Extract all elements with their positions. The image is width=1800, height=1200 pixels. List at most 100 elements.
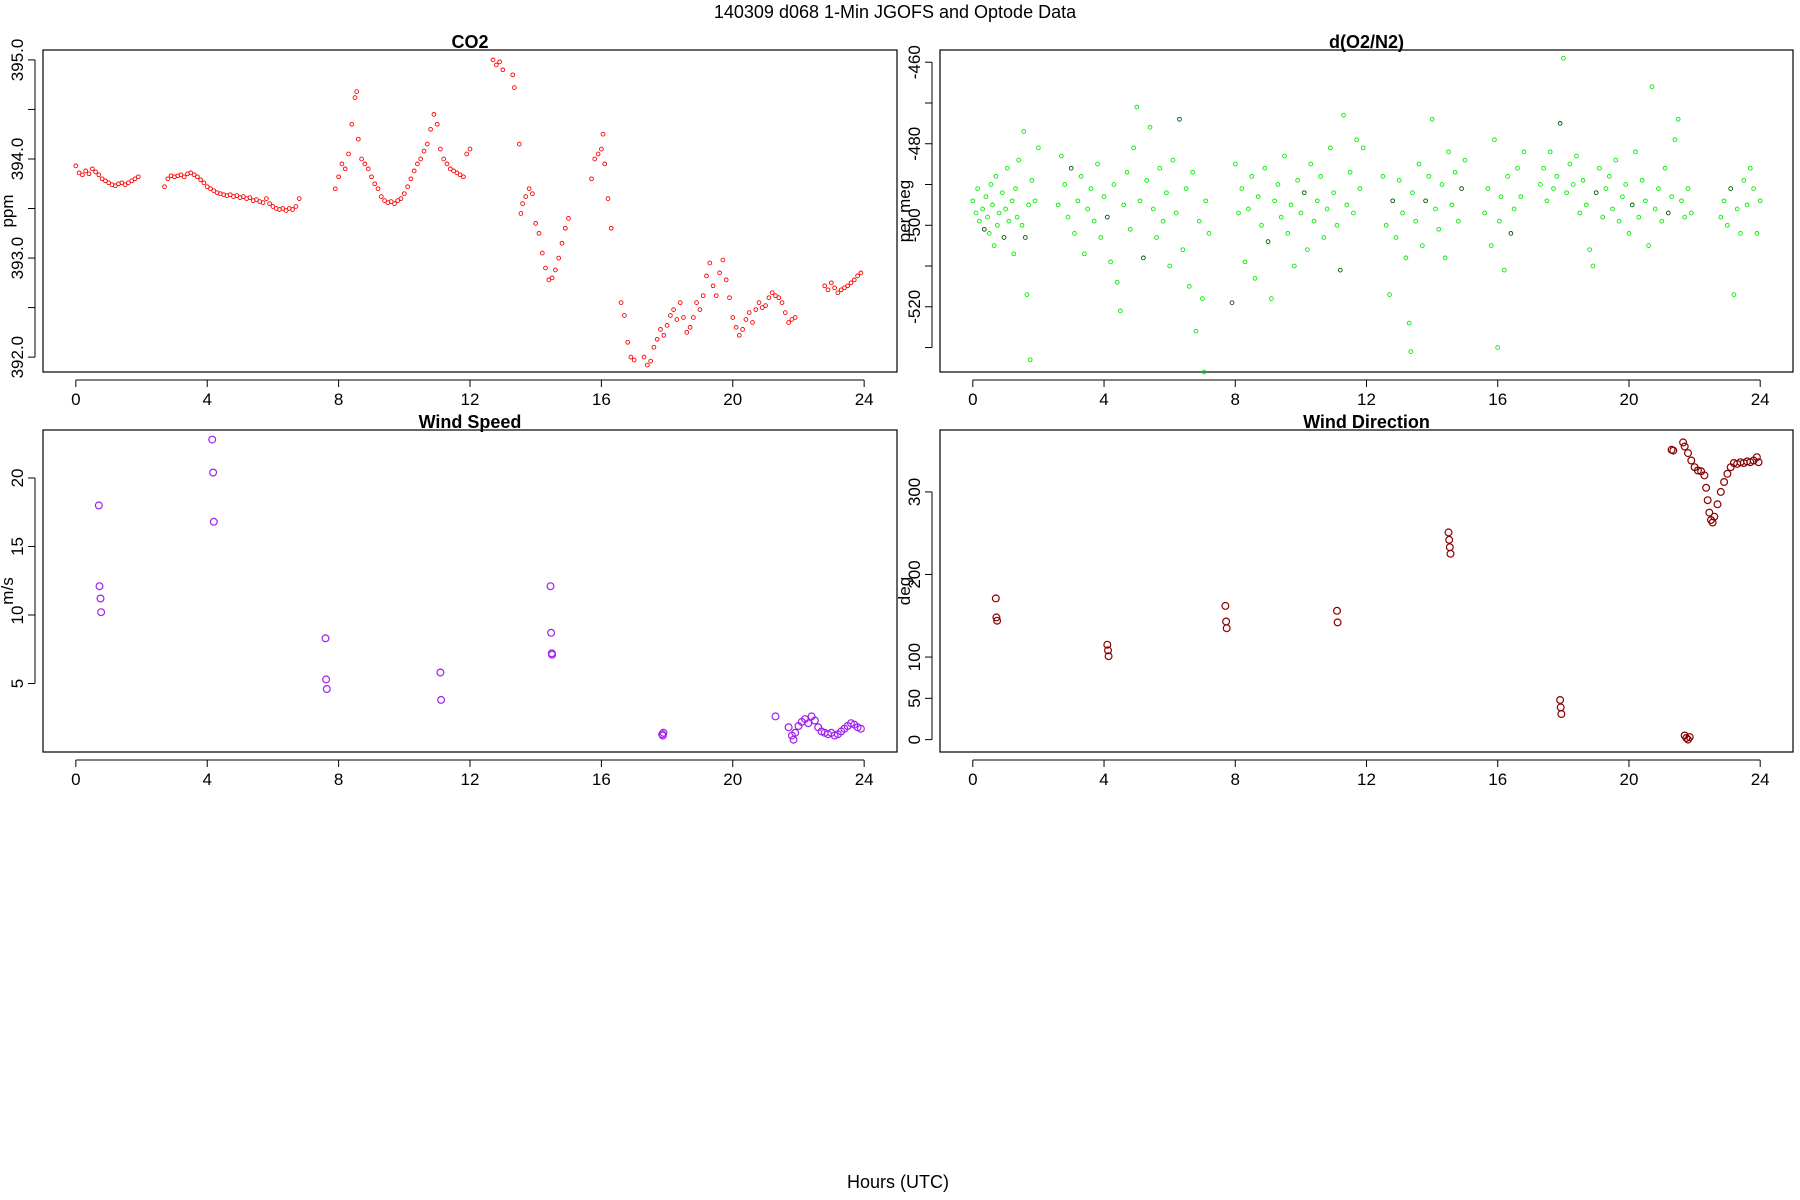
co2-data-point: [126, 180, 131, 186]
x-tick-label: 0: [968, 390, 977, 409]
co2-data-point: [602, 161, 608, 167]
wind-speed-data-point: [791, 728, 800, 737]
o2n2-data-point: [990, 202, 995, 208]
co2-data-point: [201, 180, 207, 186]
wind-direction-data-point: [1682, 733, 1691, 742]
o2n2-data-point: [1190, 169, 1195, 175]
o2n2-data-point: [1685, 186, 1691, 191]
o2n2-data-point: [1026, 202, 1031, 208]
o2n2-data-point: [995, 222, 1000, 228]
co2-axes: 0 4 8 12 16 20 24 392.0 393.0 394.0 395.0: [8, 39, 874, 409]
o2n2-data-point: [1419, 243, 1425, 248]
wind-direction-data-point: [1713, 500, 1722, 509]
o2n2-data-point: [1314, 198, 1320, 204]
o2n2-data-point: [1001, 235, 1007, 240]
o2n2-data-point: [1508, 231, 1514, 236]
co2-data-point: [595, 151, 601, 157]
o2n2-data-point: [1236, 210, 1241, 216]
o2n2-data-point: [1196, 218, 1202, 224]
o2n2-data-point: [1403, 255, 1409, 261]
o2n2-data-point: [1351, 210, 1356, 216]
wind-direction-data-point: [1557, 709, 1566, 718]
co2-data-point: [838, 287, 844, 293]
x-tick-label: 4: [1099, 390, 1108, 409]
o2n2-data-point: [1019, 222, 1025, 228]
wind-direction-data-point: [1683, 449, 1692, 458]
y-tick-label: 200: [905, 560, 924, 588]
x-tick-label: 24: [855, 770, 874, 789]
o2n2-data-point: [1295, 178, 1300, 183]
x-tick-label: 20: [723, 770, 742, 789]
wind-speed-data-point: [322, 675, 331, 684]
co2-data-point: [332, 186, 338, 192]
co2-data-point: [645, 362, 650, 368]
wind-direction-data-point: [1446, 549, 1455, 558]
co2-data-point: [651, 344, 657, 350]
co2-data-point: [851, 277, 857, 283]
co2-data-point: [129, 178, 135, 184]
o2n2-data-point: [1675, 116, 1681, 122]
o2n2-data-point: [1744, 202, 1750, 208]
co2-data-point: [264, 196, 269, 201]
o2n2-data-point: [980, 206, 985, 212]
y-tick-label: 15: [8, 537, 27, 556]
o2n2-data-point: [1482, 210, 1487, 216]
o2n2-data-point: [1541, 165, 1547, 171]
o2n2-data-point: [1449, 202, 1455, 208]
co2-panel: CO2 ppm 0 4 8 12 16 20 24 392.0 393.0 394.0 395.0: [0, 32, 898, 409]
o2n2-data-point: [1321, 235, 1327, 240]
wind-speed-data-point: [659, 728, 668, 737]
co2-data-point: [779, 300, 785, 305]
co2-data-point: [631, 357, 637, 363]
o2n2-data-point: [1665, 210, 1671, 216]
co2-data-point: [418, 156, 424, 162]
o2n2-data-point: [1262, 165, 1268, 171]
wind-direction-axes: 0 4 8 12 16 20 24 0 50 100 200 300: [905, 478, 1770, 789]
o2n2-data-point: [1518, 194, 1524, 200]
co2-data-point: [457, 172, 463, 178]
o2n2-data-point: [1027, 357, 1033, 363]
y-tick-label: 300: [905, 478, 924, 506]
o2n2-data-point: [999, 190, 1005, 196]
o2n2-data-point: [1282, 153, 1287, 159]
o2n2-data-point: [1662, 165, 1668, 171]
co2-data-point: [349, 121, 355, 127]
wind-direction-data-point: [1103, 646, 1112, 655]
x-tick-label: 12: [1357, 770, 1376, 789]
o2n2-data-point: [1462, 157, 1468, 163]
co2-data-point: [181, 174, 187, 180]
o2n2-data-point: [1259, 222, 1264, 228]
co2-data-point: [283, 208, 289, 213]
o2n2-data-point: [1098, 235, 1104, 240]
o2n2-title: d(O2/N2): [1329, 32, 1404, 52]
wind-direction-plot-frame: [939, 429, 1794, 753]
co2-data-point: [559, 240, 565, 246]
co2-data-point: [382, 198, 387, 203]
wind-direction-data-point: [1445, 535, 1454, 544]
o2n2-data-point: [1160, 218, 1166, 224]
o2n2-data-point: [1062, 182, 1068, 187]
x-tick-label: 0: [71, 770, 80, 789]
o2n2-data-point: [1201, 369, 1207, 375]
o2n2-data-point: [1036, 145, 1041, 151]
co2-data-point: [296, 196, 302, 201]
o2n2-data-point: [1288, 202, 1294, 208]
o2n2-data-point: [1134, 104, 1140, 110]
o2n2-data-point: [1095, 161, 1100, 167]
o2n2-data-point: [1633, 149, 1638, 155]
co2-data-point: [835, 290, 841, 296]
co2-data-point: [369, 174, 374, 180]
co2-data-point: [464, 151, 470, 157]
o2n2-data-point: [1029, 178, 1035, 183]
o2n2-data-point: [1652, 206, 1658, 212]
o2n2-data-point: [1557, 121, 1563, 126]
co2-data-point: [641, 354, 647, 360]
o2n2-data-point: [1626, 231, 1632, 236]
o2n2-data-point: [1124, 169, 1130, 175]
o2n2-data-point: [1505, 174, 1510, 179]
o2n2-data-point: [1380, 174, 1386, 179]
o2n2-data-point: [1183, 186, 1189, 191]
co2-data-point: [103, 178, 108, 184]
co2-data-point: [342, 166, 348, 172]
o2n2-data-point: [1439, 182, 1445, 187]
